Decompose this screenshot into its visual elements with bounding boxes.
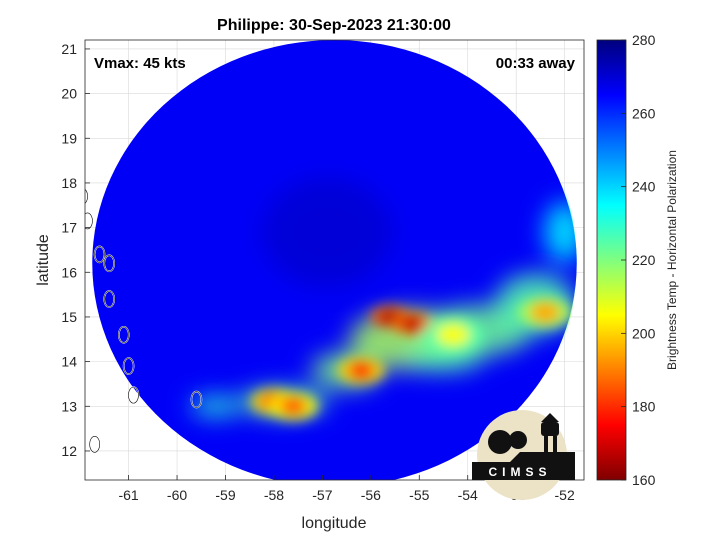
island-outline-inner — [103, 290, 115, 308]
y-tick-label: 15 — [61, 309, 77, 325]
y-axis-ticks: 12 13 14 15 16 17 18 19 20 21 — [61, 41, 90, 459]
island-outline-inner — [94, 246, 105, 263]
y-tick-label: 13 — [61, 398, 77, 414]
island-outline-inner — [85, 188, 88, 204]
island-outline-inner — [118, 326, 130, 344]
x-tick-label: -61 — [118, 487, 138, 503]
y-tick-label: 21 — [61, 41, 77, 57]
colorbar: 160 180 200 220 240 260 280 Brightness Temp - … — [596, 32, 679, 488]
feature-group — [250, 297, 573, 421]
chart-title: Philippe: 30-Sep-2023 21:30:00 — [217, 17, 451, 34]
x-tick-label: -56 — [361, 487, 381, 503]
cimss-logo: CIMSS — [472, 410, 575, 500]
plot-area: -61-60-59-58-57-56-55-54-53-52 121314151… — [61, 39, 585, 503]
x-tick-label: -57 — [312, 487, 332, 503]
x-tick-label: -59 — [215, 487, 235, 503]
x-tick-label: -60 — [167, 487, 187, 503]
island-outline-inner — [191, 391, 202, 408]
x-axis-ticks: -61-60-59-58-57-56-55-54-53-52 — [118, 475, 575, 503]
y-tick-label: 12 — [61, 443, 77, 459]
feature-core — [348, 361, 375, 380]
x-axis-label: longitude — [302, 515, 367, 532]
y-axis-label: latitude — [35, 234, 52, 286]
y-tick-label: 14 — [61, 354, 77, 370]
colorbar-tick-label: 260 — [632, 105, 656, 121]
x-tick-label: -58 — [264, 487, 284, 503]
colorbar-tick-label: 220 — [632, 252, 656, 268]
colorbar-ticks: 160 180 200 220 240 260 280 — [621, 32, 656, 488]
time-away-annotation: 00:33 away — [496, 55, 576, 72]
feature-core — [529, 301, 561, 324]
vmax-annotation: Vmax: 45 kts — [94, 55, 186, 72]
island-outline-inner — [103, 255, 115, 272]
convection-patch — [190, 396, 241, 417]
coastline-outlines — [85, 188, 203, 454]
y-tick-label: 19 — [61, 130, 77, 146]
plot-frame — [84, 39, 585, 481]
colorbar-tick-label: 200 — [632, 325, 656, 341]
swath-features — [190, 177, 577, 421]
colorbar-tick-label: 180 — [632, 399, 656, 415]
colorbar-label: Brightness Temp - Horizontal Polarizatio… — [665, 150, 679, 370]
x-tick-label: -54 — [458, 487, 478, 503]
island-outline-inner — [89, 435, 100, 453]
y-tick-label: 16 — [61, 264, 77, 280]
x-tick-label: -52 — [555, 487, 575, 503]
colorbar-tick-label: 160 — [632, 472, 656, 488]
y-tick-label: 17 — [61, 220, 77, 236]
colorbar-tick-label: 240 — [632, 179, 656, 195]
feature-core — [400, 315, 424, 332]
storm-center — [262, 177, 393, 288]
island-outline-inner — [123, 357, 134, 375]
island-outline-inner — [128, 386, 139, 404]
y-tick-label: 18 — [61, 175, 77, 191]
feature-core — [279, 396, 308, 416]
island-outline-inner — [85, 212, 93, 230]
y-tick-label: 20 — [61, 86, 77, 102]
colorbar-tick-label: 280 — [632, 32, 656, 48]
x-tick-label: -55 — [409, 487, 429, 503]
feature-core — [436, 323, 470, 347]
logo-text: CIMSS — [488, 465, 551, 479]
microwave-swath — [92, 40, 577, 480]
